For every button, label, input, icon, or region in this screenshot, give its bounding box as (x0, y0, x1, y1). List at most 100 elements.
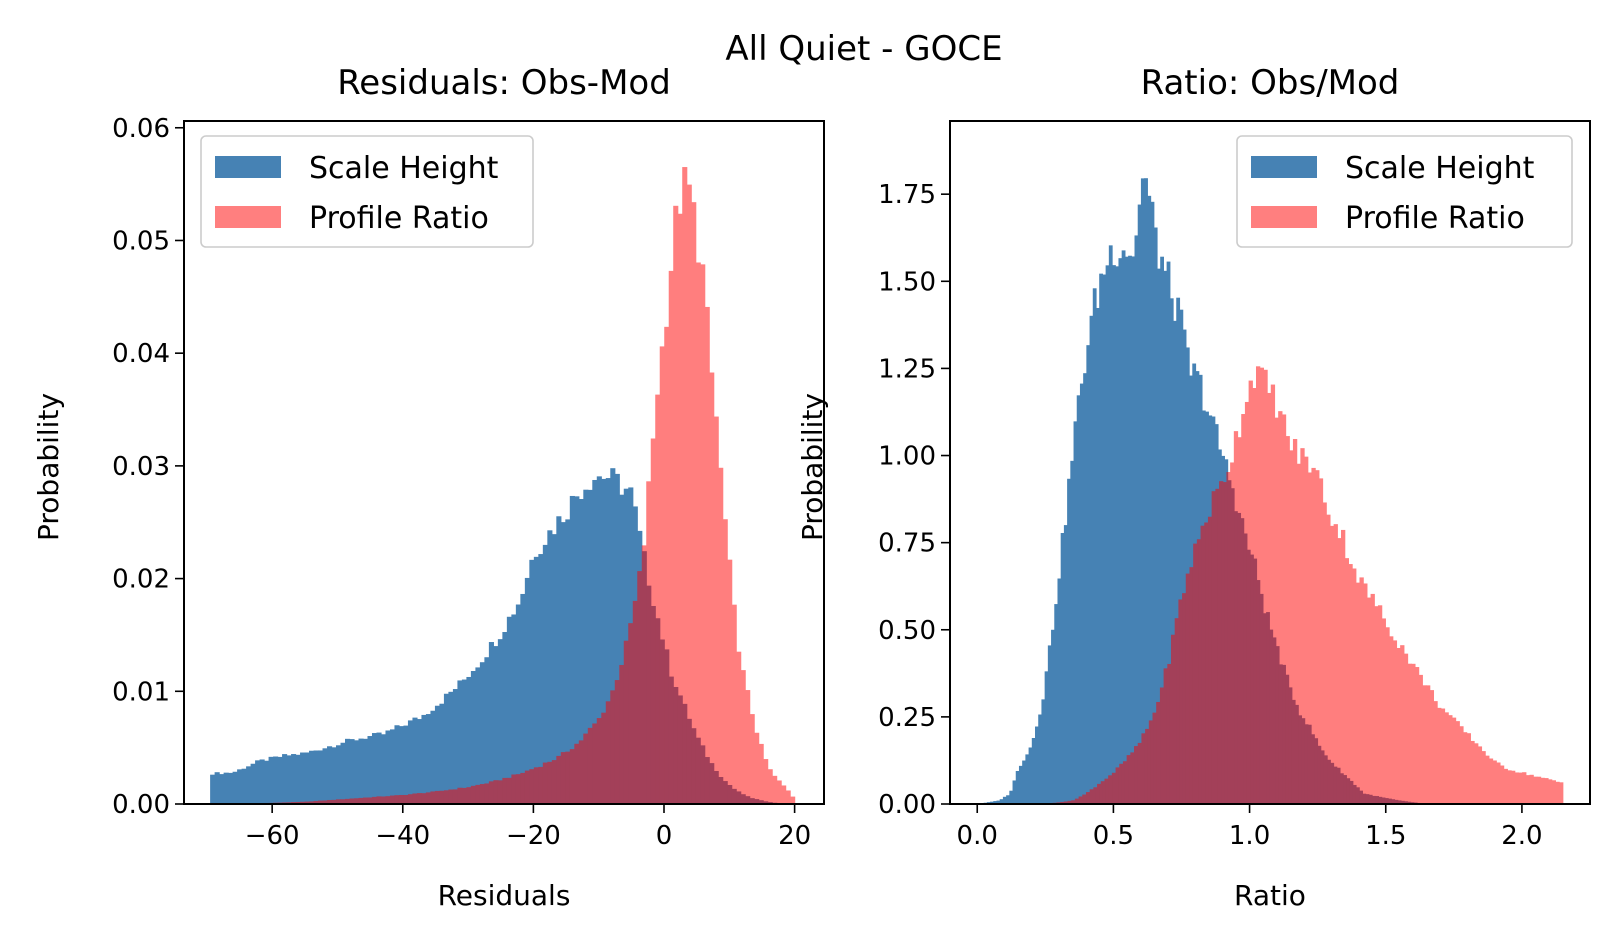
residuals-bar-profile-ratio (583, 733, 589, 804)
residuals-bar-scale-height (524, 577, 530, 804)
residuals-bar-profile-ratio (623, 640, 629, 804)
ratio-bar-profile-ratio (1152, 712, 1157, 804)
ratio-bar-profile-ratio (1278, 411, 1283, 804)
ratio-bar-profile-ratio (1392, 640, 1398, 804)
ratio-y-axis-label: Probability (796, 393, 829, 541)
ratio-bar-scale-height (1018, 765, 1023, 804)
residuals-bar-profile-ratio (506, 777, 512, 804)
residuals-bar-profile-ratio (542, 762, 548, 804)
residuals-bar-scale-height (560, 522, 566, 804)
ratio-bar-profile-ratio (1093, 787, 1098, 804)
ratio-bar-scale-height (1022, 760, 1026, 804)
ratio-bar-profile-ratio (1222, 482, 1228, 804)
residuals-bar-profile-ratio (466, 787, 472, 804)
ratio-bar-profile-ratio (1296, 463, 1301, 804)
ratio-bar-profile-ratio (1119, 763, 1124, 804)
residuals-bar-profile-ratio (425, 792, 432, 804)
ratio-bar-profile-ratio (1292, 438, 1298, 804)
ratio-bar-profile-ratio (1200, 525, 1205, 804)
ratio-y-tick-label: 1.50 (878, 267, 936, 297)
ratio-bar-scale-height (1067, 478, 1071, 804)
ratio-bar-profile-ratio (1233, 431, 1239, 804)
ratio-bar-profile-ratio (1529, 774, 1534, 804)
residuals-y-tick-label: 0.00 (112, 790, 170, 820)
residuals-bar-profile-ratio (340, 799, 346, 804)
ratio-bar-profile-ratio (1496, 762, 1501, 804)
ratio-bar-scale-height (1070, 460, 1075, 804)
residuals-legend-swatch-scale-height (215, 156, 281, 178)
residuals-bar-profile-ratio (628, 623, 634, 804)
ratio-bar-profile-ratio (1459, 726, 1464, 804)
residuals-bar-profile-ratio (641, 545, 647, 804)
ratio-bar-profile-ratio (1174, 618, 1179, 804)
residuals-bar-scale-height (219, 774, 225, 804)
residuals-bar-scale-height (448, 691, 454, 804)
ratio-bar-profile-ratio (1097, 783, 1102, 804)
ratio-bar-scale-height (1031, 738, 1036, 804)
ratio-bar-profile-ratio (1204, 522, 1209, 804)
ratio-bar-profile-ratio (1470, 740, 1475, 804)
ratio-bar-profile-ratio (1555, 781, 1560, 804)
residuals-bar-profile-ratio (524, 770, 530, 804)
residuals-bar-profile-ratio (367, 797, 373, 804)
residuals-bar-profile-ratio (727, 559, 733, 804)
ratio-bar-profile-ratio (1315, 470, 1320, 804)
residuals-bar-profile-ratio (574, 743, 580, 804)
ratio-x-tick-label: 1.5 (1365, 821, 1406, 851)
ratio-y-tick-label: 0.25 (878, 703, 936, 733)
residuals-bar-scale-height (425, 714, 432, 804)
residuals-panel: Residuals: Obs-Mod Residuals Probability… (32, 63, 825, 912)
ratio-bar-profile-ratio (1329, 525, 1335, 804)
residuals-bar-profile-ratio (704, 306, 710, 804)
residuals-bar-profile-ratio (488, 781, 494, 804)
ratio-legend-swatch-scale-height (1251, 156, 1317, 178)
residuals-bar-profile-ratio (637, 571, 643, 804)
ratio-y-tick-label: 0.50 (878, 616, 936, 646)
ratio-x-tick-label: 2.0 (1501, 821, 1542, 851)
residuals-bar-profile-ratio (610, 690, 616, 804)
ratio-bar-profile-ratio (1437, 707, 1442, 804)
ratio-bar-scale-height (1160, 256, 1164, 804)
residuals-bar-scale-height (223, 772, 229, 804)
residuals-bar-profile-ratio (718, 467, 724, 804)
residuals-bar-profile-ratio (565, 751, 571, 804)
residuals-bar-profile-ratio (443, 790, 450, 804)
residuals-bar-profile-ratio (772, 775, 778, 804)
residuals-bar-scale-height (542, 544, 548, 804)
residuals-bar-profile-ratio (457, 787, 463, 804)
residuals-bar-profile-ratio (309, 801, 315, 804)
ratio-bar-profile-ratio (1511, 770, 1516, 804)
residuals-series-scale-height (210, 468, 796, 804)
residuals-bar-scale-height (403, 725, 409, 804)
ratio-x-tick-label: 0.0 (957, 821, 998, 851)
ratio-bar-scale-height (1073, 421, 1078, 804)
residuals-bar-scale-height (237, 769, 243, 804)
residuals-bar-scale-height (497, 639, 503, 804)
ratio-bar-profile-ratio (1326, 514, 1331, 804)
residuals-bar-profile-ratio (578, 740, 584, 804)
residuals-bar-scale-height (484, 657, 490, 804)
ratio-bar-profile-ratio (1219, 481, 1224, 804)
residuals-bar-scale-height (470, 671, 476, 804)
ratio-bar-profile-ratio (1396, 647, 1401, 804)
residuals-legend-swatch-profile-ratio (215, 206, 281, 228)
ratio-bar-profile-ratio (1237, 437, 1242, 804)
ratio-bar-profile-ratio (1259, 367, 1264, 804)
residuals-bar-profile-ratio (556, 755, 562, 804)
ratio-bar-scale-height (1115, 266, 1120, 805)
residuals-bar-scale-height (592, 479, 598, 804)
residuals-bar-scale-height (556, 516, 562, 804)
ratio-bar-profile-ratio (1196, 539, 1202, 804)
residuals-bar-scale-height (228, 772, 234, 804)
ratio-bar-profile-ratio (1355, 582, 1361, 804)
ratio-bar-profile-ratio (1466, 733, 1471, 804)
ratio-y-tick-label: 1.25 (878, 354, 936, 384)
residuals-bar-scale-height (367, 736, 373, 804)
residuals-bar-profile-ratio (358, 797, 364, 804)
ratio-bar-scale-height (990, 801, 994, 804)
ratio-bar-profile-ratio (1071, 800, 1076, 804)
residuals-x-tick-label: 0 (656, 821, 673, 851)
residuals-bar-scale-height (277, 756, 283, 804)
residuals-bar-profile-ratio (781, 785, 787, 804)
residuals-bar-scale-height (259, 759, 265, 804)
